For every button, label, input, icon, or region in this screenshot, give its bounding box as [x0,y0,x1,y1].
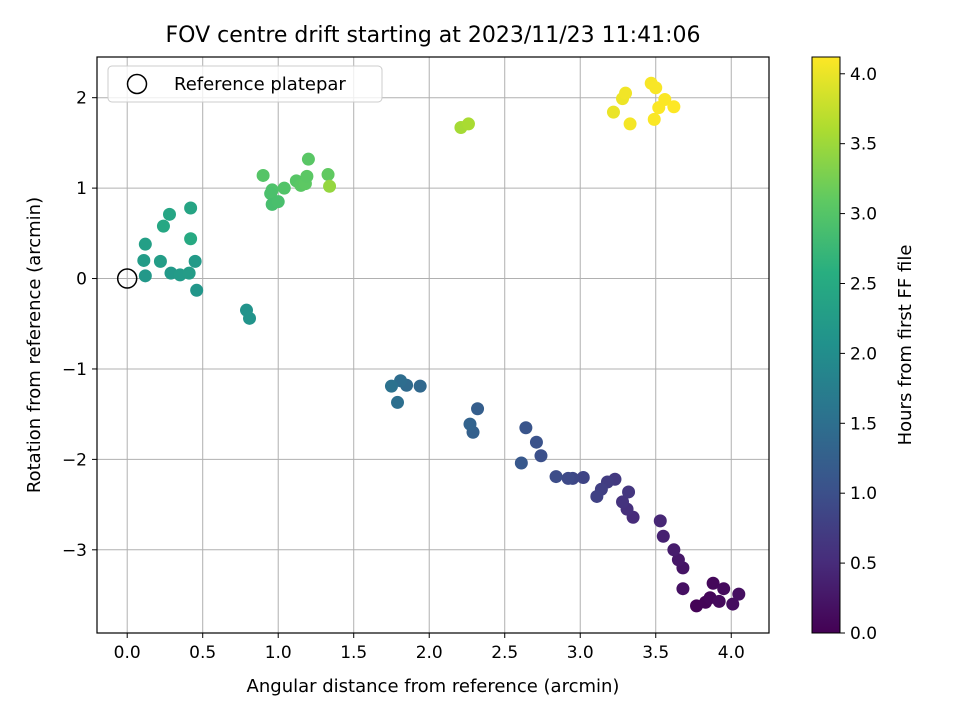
scatter-point [561,471,575,485]
scatter-point [138,269,152,283]
scatter-point [182,266,196,280]
x-tick-label: 1.0 [265,643,292,663]
scatter-point [243,311,257,325]
data-points [116,76,746,613]
scatter-point [619,86,633,100]
x-tick-label: 1.5 [340,643,367,663]
scatter-point [590,489,604,503]
y-tick-label: 1 [76,179,87,199]
scatter-point [534,449,548,463]
scatter-point [188,254,202,268]
scatter-point [184,201,198,215]
scatter-point [606,105,620,119]
x-tick-label: 4.0 [718,643,745,663]
scatter-point [277,181,291,195]
scatter-point [471,402,485,416]
scatter-point [656,529,670,543]
scatter-point [653,514,667,528]
scatter-point [156,219,170,233]
x-tick-label: 3.5 [642,643,669,663]
scatter-point [649,81,663,95]
colorbar-gradient [811,56,841,634]
reference-platepar-marker [116,268,138,289]
y-tick-label: −2 [62,450,87,470]
scatter-point [647,112,661,126]
legend-entry-reference-platepar: Reference platepar [174,74,346,95]
scatter-point [616,495,630,509]
colorbar-ticks: 0.0 0.5 1.0 1.5 2.0 2.5 3.0 3.5 4.0 [840,65,877,644]
plot-frame [96,56,770,634]
colorbar-tick-label: 3.0 [850,205,877,225]
scatter-point [726,597,740,611]
scatter-point [576,470,590,484]
legend: Reference platepar [107,65,383,103]
scatter-point [184,232,198,246]
scatter-point [667,543,681,557]
colorbar-tick-label: 2.0 [850,344,877,364]
scatter-point [519,421,533,435]
grid-lines [97,57,769,633]
scatter-point [300,169,314,183]
x-tick-label: 3.0 [567,643,594,663]
scatter-point [549,470,563,484]
scatter-point [137,253,151,267]
scatter-point [461,117,475,131]
scatter-point [301,152,315,166]
y-tick-label: 2 [76,89,87,109]
scatter-point [623,117,637,131]
scatter-point [676,582,690,596]
colorbar-tick-label: 0.0 [850,624,877,644]
legend-box [107,65,383,103]
scatter-point [667,100,681,114]
scatter-point [153,254,167,268]
scatter-point [384,379,398,393]
scatter-point [514,456,528,470]
x-tick-label: 2.0 [416,643,443,663]
x-tick-label: 0.0 [114,643,141,663]
colorbar-tick-label: 4.0 [850,65,877,85]
scatter-point [671,553,685,567]
scatter-point [321,168,335,182]
y-tick-label: −1 [62,360,87,380]
scatter-point [706,576,720,590]
x-tick-label: 2.5 [491,643,518,663]
scatter-point [622,485,636,499]
scatter-point [264,187,278,201]
scatter-point [256,168,270,182]
colorbar-tick-label: 1.0 [850,484,877,504]
colorbar-tick-label: 0.5 [850,554,877,574]
colorbar: 0.0 0.5 1.0 1.5 2.0 2.5 3.0 3.5 4.0 Hours from f… [811,56,916,644]
colorbar-tick-label: 2.5 [850,274,877,294]
x-tick-label: 0.5 [189,643,216,663]
legend-open-circle-marker [126,73,148,95]
scatter-point [271,195,285,209]
scatter-point [529,435,543,449]
scatter-point [323,179,337,193]
y-tick-label: −3 [62,541,87,561]
colorbar-tick-label: 1.5 [850,414,877,434]
scatter-point [712,594,726,608]
scatter-point [413,379,427,393]
y-tick-label: 0 [76,270,87,290]
chart-title: FOV centre drift starting at 2023/11/23 … [166,23,701,48]
scatter-point [391,395,405,409]
scatter-point [717,582,731,596]
scatter-point [463,417,477,431]
x-axis-ticks: 0.0 0.5 1.0 1.5 2.0 2.5 3.0 3.5 4.0 [114,633,745,663]
colorbar-tick-label: 3.5 [850,135,877,155]
y-axis-label: Rotation from reference (arcmin) [24,197,45,493]
y-axis-ticks: 2 1 0 −1 −2 −3 [62,89,97,561]
scatter-point [658,92,672,106]
x-axis-label: Angular distance from reference (arcmin) [247,676,620,697]
scatter-point [162,207,176,221]
scatter-point [190,283,204,297]
scatter-point [732,587,746,601]
scatter-point [138,237,152,251]
colorbar-label: Hours from first FF file [895,245,916,446]
